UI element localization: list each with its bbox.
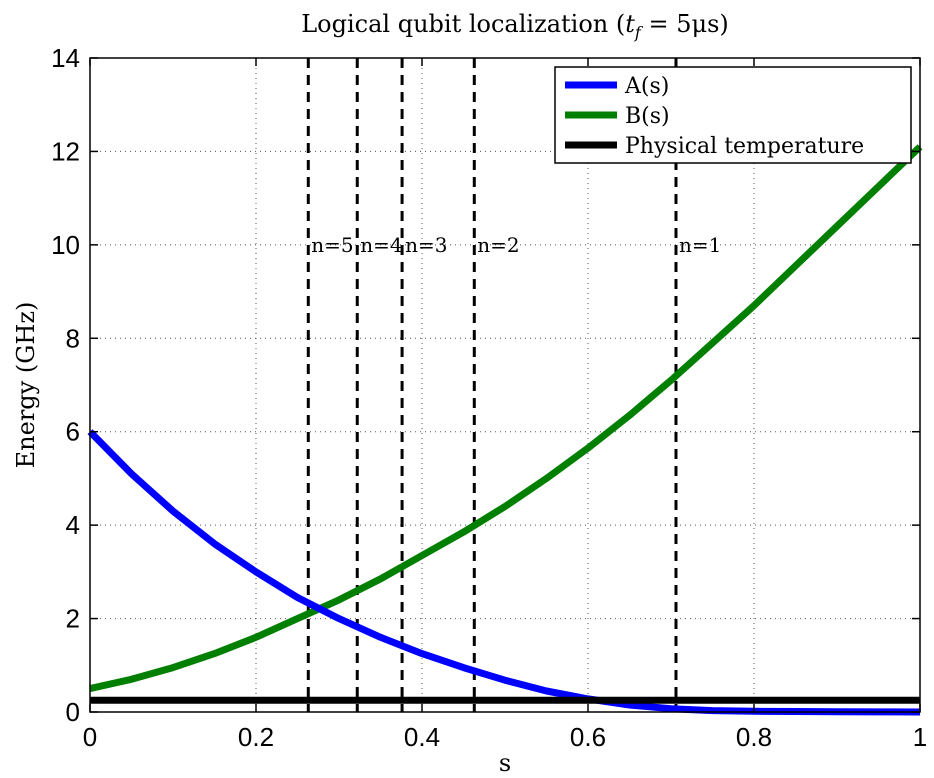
axes	[89, 57, 921, 713]
x-tick-label: 0.4	[404, 722, 440, 752]
chart-title: Logical qubit localization (tf = 5μs)	[301, 10, 729, 42]
marker-label: n=2	[477, 233, 519, 257]
marker-label: n=5	[311, 233, 353, 257]
y-tick-label: 4	[66, 510, 80, 540]
legend: A(s) B(s) Physical temperature	[554, 66, 912, 164]
series-line	[89, 144, 923, 693]
y-tick-label: 2	[66, 604, 80, 634]
y-tick-label: 12	[51, 136, 80, 166]
y-tick-label: 10	[51, 230, 80, 260]
y-tick-label: 6	[66, 417, 80, 447]
x-tick-label: 0.6	[570, 722, 606, 752]
x-tick-labels: 0 0.2 0.4 0.6 0.8 1	[83, 722, 927, 752]
grid-lines	[90, 58, 920, 712]
x-tick-label: 0	[83, 722, 97, 752]
x-axis-label: s	[499, 749, 511, 777]
marker-label: n=3	[405, 233, 447, 257]
y-axis-label: Energy (GHz)	[12, 302, 40, 469]
y-tick-labels: 0 2 4 6 8 10 12 14	[51, 43, 80, 727]
x-tick-label: 0.8	[736, 722, 772, 752]
y-tick-label: 14	[51, 43, 80, 73]
legend-label: B(s)	[625, 104, 670, 129]
plot-frame	[89, 57, 921, 713]
marker-label: n=4	[360, 233, 402, 257]
marker-label: n=1	[679, 233, 721, 257]
x-tick-label: 0.2	[238, 722, 274, 752]
legend-label: Physical temperature	[625, 134, 864, 159]
vertical-markers: n=5 n=4 n=3 n=2 n=1	[306, 58, 721, 712]
x-tick-label: 1	[913, 722, 927, 752]
y-tick-label: 0	[66, 697, 80, 727]
legend-label: A(s)	[624, 74, 669, 99]
y-tick-label: 8	[66, 323, 80, 353]
